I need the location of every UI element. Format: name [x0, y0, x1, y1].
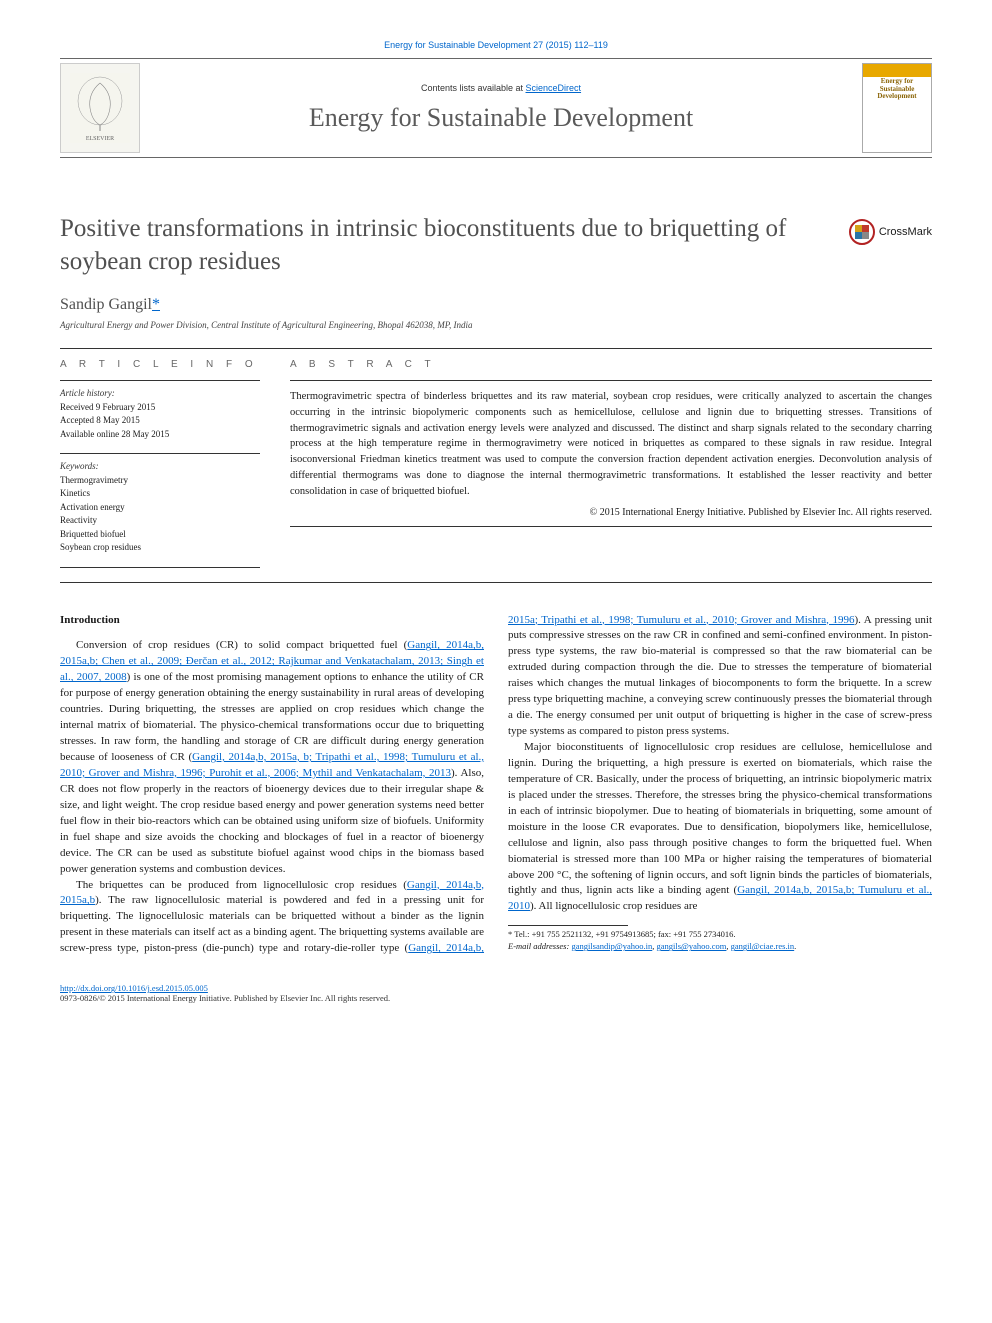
abstract-text: Thermogravimetric spectra of binderless …: [290, 389, 932, 499]
body-paragraph: Conversion of crop residues (CR) to soli…: [60, 638, 484, 877]
author-email-link[interactable]: gangilsandip@yahoo.in: [571, 941, 652, 951]
corresponding-author-footnote: * Tel.: +91 755 2521132, +91 9754913685;…: [508, 929, 932, 953]
keyword: Kinetics: [60, 487, 260, 501]
article-body: Introduction Conversion of crop residues…: [60, 613, 932, 958]
keyword: Briquetted biofuel: [60, 528, 260, 542]
journal-name: Energy for Sustainable Development: [140, 103, 862, 133]
crossmark-badge[interactable]: CrossMark: [849, 219, 932, 245]
author-email-link[interactable]: gangils@yahoo.com: [656, 941, 726, 951]
page-footer: http://dx.doi.org/10.1016/j.esd.2015.05.…: [60, 983, 932, 1003]
sciencedirect-link[interactable]: ScienceDirect: [526, 83, 582, 93]
volume-page-range: Energy for Sustainable Development 27 (2…: [60, 40, 932, 50]
elsevier-tree-icon: ELSEVIER: [70, 73, 130, 143]
divider: [290, 526, 932, 527]
svg-text:ELSEVIER: ELSEVIER: [86, 136, 114, 142]
abstract-copyright: © 2015 International Energy Initiative. …: [290, 507, 932, 518]
issn-copyright: 0973-0826/© 2015 International Energy In…: [60, 993, 932, 1003]
keyword: Reactivity: [60, 514, 260, 528]
journal-cover-thumbnail: Energy for Sustainable Development: [862, 63, 932, 153]
doi-link[interactable]: http://dx.doi.org/10.1016/j.esd.2015.05.…: [60, 983, 208, 993]
divider: [60, 582, 932, 583]
article-title: Positive transformations in intrinsic bi…: [60, 213, 829, 278]
section-heading-introduction: Introduction: [60, 613, 484, 629]
crossmark-icon: [849, 219, 875, 245]
journal-header: ELSEVIER Contents lists available at Sci…: [60, 58, 932, 158]
body-paragraph: Major bioconstituents of lignocellulosic…: [508, 740, 932, 915]
keywords-block: Keywords: Thermogravimetry Kinetics Acti…: [60, 453, 260, 555]
divider: [60, 348, 932, 349]
author-email-link[interactable]: gangil@ciae.res.in: [731, 941, 795, 951]
divider: [60, 567, 260, 568]
footnote-divider: [508, 925, 628, 926]
abstract-heading: A B S T R A C T: [290, 359, 932, 370]
keyword: Soybean crop residues: [60, 541, 260, 555]
contents-lists-text: Contents lists available at ScienceDirec…: [140, 83, 862, 93]
author-affiliation: Agricultural Energy and Power Division, …: [60, 320, 932, 330]
keyword: Activation energy: [60, 501, 260, 515]
article-info-heading: A R T I C L E I N F O: [60, 359, 260, 370]
corresponding-author-link[interactable]: *: [152, 296, 160, 313]
divider: [290, 380, 932, 381]
crossmark-label: CrossMark: [879, 226, 932, 238]
publisher-logo: ELSEVIER: [60, 63, 140, 153]
keywords-list: Thermogravimetry Kinetics Activation ene…: [60, 474, 260, 555]
keyword: Thermogravimetry: [60, 474, 260, 488]
article-history: Article history: Received 9 February 201…: [60, 380, 260, 441]
author-name: Sandip Gangil*: [60, 296, 932, 314]
